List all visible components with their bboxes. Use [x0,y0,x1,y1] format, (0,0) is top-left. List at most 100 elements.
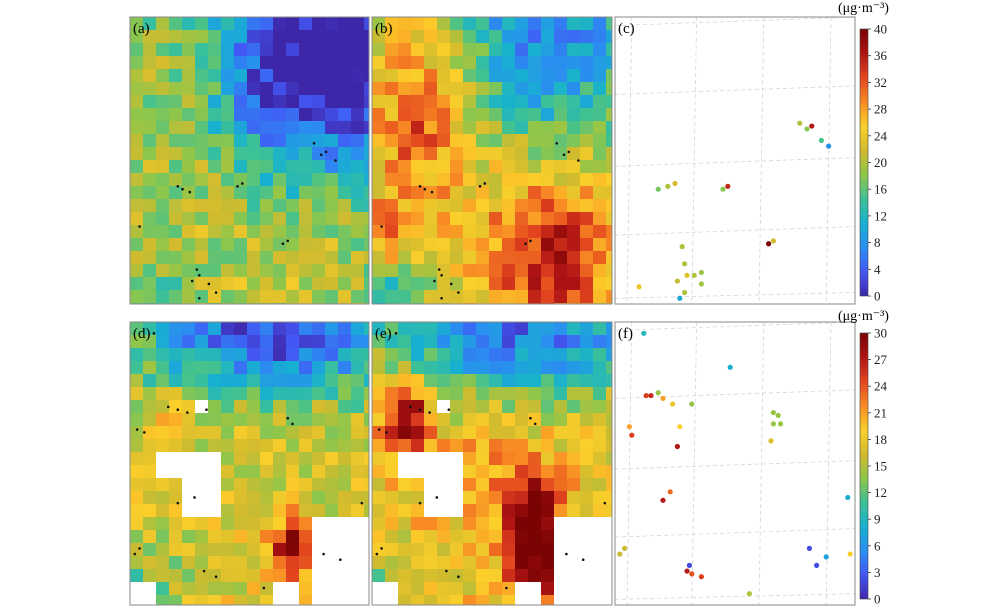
heatmap-cell [299,134,313,148]
station-marker [555,141,559,145]
heatmap-cell [156,348,170,362]
heatmap-cell [424,439,438,453]
heatmap-cell [554,413,568,427]
heatmap-cell [593,17,607,31]
heatmap-cell [450,322,464,336]
heatmap-cell [593,504,607,518]
heatmap-cell [606,43,613,57]
heatmap-cell [351,556,365,570]
heatmap-cell [195,199,209,213]
heatmap-cell [130,595,144,606]
heatmap-cell [554,56,568,70]
heatmap-cell [385,69,399,83]
heatmap-cell [437,264,451,278]
chart-panel: (e) [371,321,613,606]
heatmap-cell [169,413,183,427]
heatmap-cell [502,56,516,70]
heatmap-cell [312,290,326,304]
heatmap-cell [450,491,464,505]
heatmap-cell [606,186,613,200]
heatmap-cell [554,108,568,122]
heatmap-cell [299,82,313,96]
heatmap-cell [364,426,370,440]
station-point [686,562,693,568]
heatmap-cell [130,264,144,278]
heatmap-cell [385,251,399,265]
heatmap-cell [182,264,196,278]
heatmap-cell [260,595,274,606]
heatmap-cell [385,277,399,291]
heatmap-cell [450,108,464,122]
heatmap-cell [195,108,209,122]
heatmap-cell [247,348,261,362]
heatmap-cell [260,569,274,583]
station-point [698,574,705,580]
heatmap-cell [372,17,386,31]
heatmap-cell [312,264,326,278]
heatmap-cell [312,491,326,505]
heatmap-cell [593,277,607,291]
station-marker [334,159,337,162]
heatmap-cell [312,17,326,31]
station-marker [152,332,156,335]
heatmap-cell [398,264,412,278]
heatmap-cell [143,322,157,336]
heatmap-cell [351,290,365,304]
heatmap-cell [606,17,613,31]
heatmap-cell [221,413,235,427]
meridian-line [758,321,765,606]
heatmap-cell [515,225,529,239]
station-point [643,392,649,399]
heatmap-cell [385,108,399,122]
heatmap-cell [221,212,235,226]
heatmap-cell [606,238,613,252]
station-point [814,562,820,568]
heatmap-cell [450,277,464,291]
heatmap-cell [247,69,261,83]
colorbar-tick-label: 40 [874,22,887,37]
heatmap-cell [143,147,157,161]
heatmap-cell [338,452,352,466]
heatmap-cell [567,504,581,518]
heatmap-cell [528,121,542,135]
heatmap-cell [208,569,222,583]
heatmap-cell [541,426,555,440]
heatmap-cell [580,543,594,557]
heatmap-cell [554,530,568,544]
heatmap-cell [593,134,607,148]
heatmap-cell [502,30,516,44]
heatmap-cell [130,361,144,375]
station-marker [143,431,146,434]
heatmap-cell [182,290,196,304]
heatmap-cell [325,186,339,200]
heatmap-cell [424,95,438,109]
heatmap-cell [476,582,490,596]
heatmap-cell [567,374,581,388]
heatmap-cell [554,30,568,44]
heatmap-cell [195,43,209,57]
heatmap-cell [489,251,503,265]
heatmap-cell [385,186,399,200]
heatmap-cell [169,348,183,362]
heatmap-cell [234,290,248,304]
heatmap-cell [541,264,555,278]
colorbar-tick-label: 32 [874,75,887,90]
colorbar-tick-label: 9 [874,512,881,527]
heatmap-cell [593,426,607,440]
heatmap-cell [437,134,451,148]
heatmap-cell [593,543,607,557]
heatmap-cell [502,251,516,265]
heatmap-cell [424,374,438,388]
station-marker [385,431,388,434]
heatmap-cell [606,582,613,596]
heatmap-cell [338,387,352,401]
heatmap-cell [372,452,386,466]
heatmap-cell [143,17,157,31]
colorbar-tick-label: 8 [874,235,881,250]
heatmap-cell [554,517,568,531]
heatmap-cell [338,582,352,596]
heatmap-cell [325,374,339,388]
heatmap-cell [567,82,581,96]
heatmap-cell [338,290,352,304]
heatmap-cell [437,82,451,96]
